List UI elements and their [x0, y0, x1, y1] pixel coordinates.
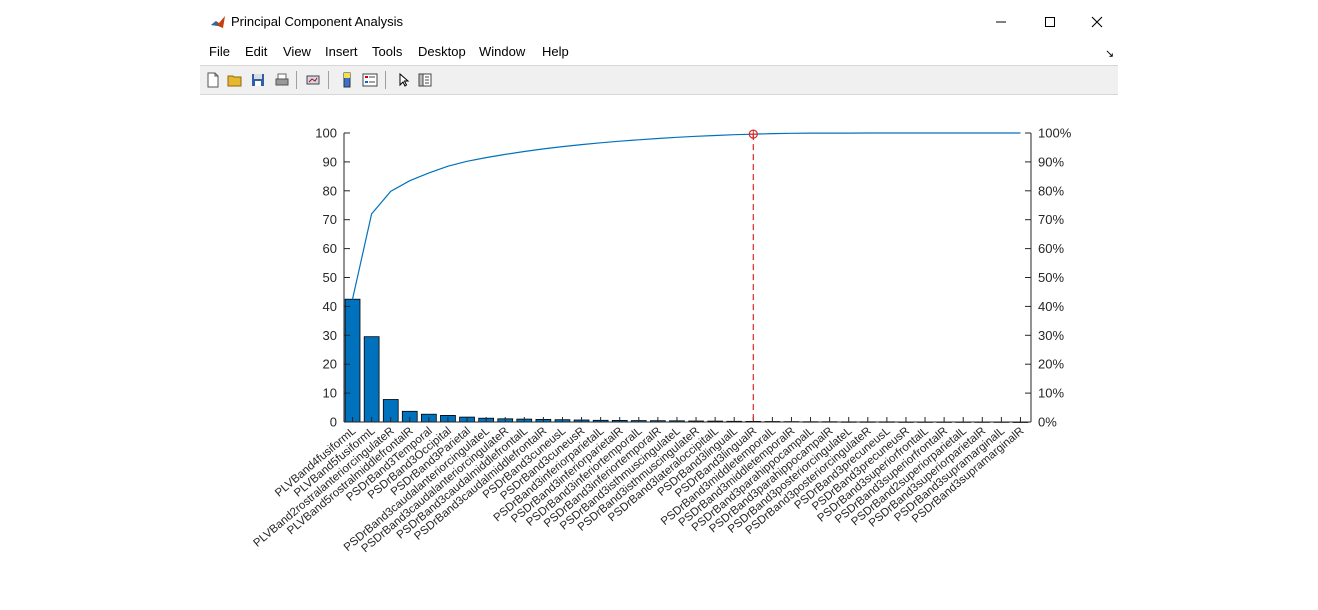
new-figure-icon[interactable] [203, 70, 223, 90]
ytick-label-10: 100 [315, 126, 337, 141]
figure-toolbar [200, 65, 1118, 95]
menu-bar: File Edit View Insert Tools Desktop Wind… [200, 42, 1120, 64]
y2tick-label-7: 70% [1038, 212, 1064, 227]
xtick-labels-group: PLVBand4fusiformLPLVBand5fusiformLPLVBan… [251, 425, 1026, 555]
bar-1 [363, 336, 380, 423]
ytick-label-2: 20 [323, 357, 337, 372]
menu-file[interactable]: File [209, 44, 230, 59]
y2tick-label-4: 40% [1038, 299, 1064, 314]
cumulative-line [351, 132, 1021, 300]
window-title: Principal Component Analysis [231, 14, 403, 29]
y2tick-label-8: 80% [1038, 183, 1064, 198]
colorbar-icon[interactable] [337, 70, 357, 90]
save-icon[interactable] [248, 70, 268, 90]
y2tick-label-1: 10% [1038, 386, 1064, 401]
ytick-label-1: 10 [323, 386, 337, 401]
y2tick-label-9: 90% [1038, 154, 1064, 169]
y2tick-label-0: 0% [1038, 415, 1057, 430]
menu-tools[interactable]: Tools [372, 44, 403, 59]
y2tick-label-5: 50% [1038, 270, 1064, 285]
close-button[interactable] [1074, 8, 1120, 36]
link-plot-icon[interactable] [303, 70, 323, 90]
ytick-label-3: 30 [323, 328, 337, 343]
ytick-label-4: 40 [323, 299, 337, 314]
ytick-label-6: 60 [323, 241, 337, 256]
menu-window[interactable]: Window [479, 44, 526, 59]
y2tick-label-3: 30% [1038, 328, 1064, 343]
minimize-button[interactable] [978, 8, 1024, 36]
title-bar: Principal Component Analysis [200, 0, 1120, 44]
menu-help[interactable]: Help [542, 44, 569, 59]
menu-edit[interactable]: Edit [245, 44, 268, 59]
ytick-label-7: 70 [323, 212, 337, 227]
maximize-button[interactable] [1027, 8, 1073, 36]
matlab-icon [210, 14, 226, 30]
ytick-label-5: 50 [323, 270, 337, 285]
pointer-icon[interactable] [393, 70, 413, 90]
open-file-icon[interactable] [225, 70, 245, 90]
figure-window: Principal Component Analysis File Edit V… [200, 0, 1120, 95]
legend-icon[interactable] [360, 70, 380, 90]
dock-arrow-icon[interactable]: ↘ [1105, 48, 1115, 60]
ytick-label-9: 90 [323, 154, 337, 169]
bar-0 [344, 298, 361, 423]
print-icon[interactable] [272, 70, 292, 90]
property-editor-icon[interactable] [415, 70, 435, 90]
ytick-label-0: 0 [330, 415, 337, 430]
menu-desktop[interactable]: Desktop [418, 44, 466, 59]
ytick-label-8: 80 [323, 183, 337, 198]
y2tick-label-2: 20% [1038, 357, 1064, 372]
menu-view[interactable]: View [283, 44, 311, 59]
axes-group: 0 0% 10 10% 20 20% 30 30% 40 40% 50 50% 60 60% 70 70% 80… [315, 126, 1071, 430]
bars-group [344, 298, 1029, 423]
menu-insert[interactable]: Insert [325, 44, 358, 59]
y2tick-label-10: 100% [1038, 126, 1072, 141]
y2tick-label-6: 60% [1038, 241, 1064, 256]
